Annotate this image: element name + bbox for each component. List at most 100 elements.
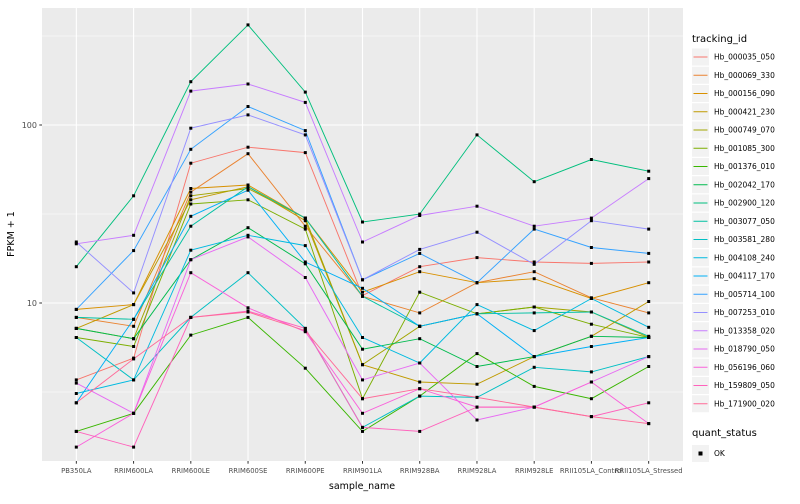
- x-tick-label: PB350LA: [61, 467, 92, 475]
- data-point: [303, 326, 307, 330]
- data-point: [189, 190, 193, 194]
- data-point: [589, 297, 593, 300]
- y-axis-title: FPKM + 1: [6, 211, 17, 257]
- data-point: [475, 352, 479, 356]
- data-point: [418, 290, 422, 294]
- x-tick-label: RRII105LA_Control: [560, 467, 623, 475]
- data-point: [647, 422, 651, 426]
- data-point: [246, 145, 250, 149]
- data-point: [532, 384, 536, 388]
- legend-label-Hb_002042_170: Hb_002042_170: [714, 180, 775, 189]
- data-point: [532, 224, 536, 228]
- data-point: [647, 227, 651, 231]
- data-point: [189, 248, 193, 252]
- data-point: [303, 329, 307, 333]
- data-point: [132, 303, 136, 307]
- legend-label-Hb_000421_230: Hb_000421_230: [714, 107, 775, 116]
- data-point: [361, 290, 364, 294]
- legend-label-Hb_004117_170: Hb_004117_170: [714, 272, 775, 281]
- data-point: [361, 294, 364, 298]
- x-tick-label: RRIM928BA: [400, 467, 440, 475]
- data-point: [361, 286, 364, 290]
- data-point: [647, 311, 651, 315]
- data-point: [132, 378, 136, 382]
- data-point: [589, 380, 593, 384]
- data-point: [589, 310, 593, 314]
- data-point: [246, 82, 250, 86]
- legend-label-Hb_018790_050: Hb_018790_050: [714, 345, 775, 354]
- data-point: [246, 233, 250, 237]
- data-point: [418, 311, 422, 315]
- data-point: [361, 397, 364, 401]
- legend-label-Hb_003581_280: Hb_003581_280: [714, 235, 775, 244]
- data-point: [589, 158, 593, 161]
- data-point: [189, 214, 193, 218]
- data-point: [303, 227, 307, 231]
- data-point: [361, 278, 364, 282]
- data-point: [532, 262, 536, 266]
- data-point: [74, 445, 78, 449]
- legend-label-Hb_056196_060: Hb_056196_060: [714, 363, 775, 372]
- data-point: [647, 251, 651, 255]
- data-point: [418, 387, 422, 391]
- x-tick-label: RRIM928LE: [515, 467, 553, 475]
- data-point: [189, 202, 193, 206]
- data-point: [303, 262, 307, 266]
- data-point: [361, 363, 364, 367]
- data-point: [647, 325, 651, 329]
- data-point: [189, 258, 193, 262]
- legend-title-quant-status: quant_status: [692, 428, 757, 439]
- data-point: [132, 194, 136, 198]
- data-point: [647, 281, 651, 285]
- data-point: [589, 370, 593, 374]
- data-point: [475, 230, 479, 234]
- data-point: [589, 345, 593, 348]
- data-point: [418, 429, 422, 433]
- data-point: [303, 129, 307, 133]
- data-point: [303, 90, 307, 94]
- data-point: [246, 188, 250, 192]
- data-point: [532, 270, 536, 274]
- data-point: [475, 281, 479, 285]
- data-point: [475, 312, 479, 316]
- data-point: [246, 306, 250, 310]
- legend-label-Hb_007253_010: Hb_007253_010: [714, 308, 775, 317]
- data-point: [246, 315, 250, 319]
- data-point: [475, 303, 479, 307]
- x-tick-label: RRII105LA_Stressed: [615, 467, 683, 475]
- data-point: [418, 247, 422, 251]
- data-point: [246, 235, 250, 239]
- data-point: [189, 161, 193, 165]
- data-point: [189, 194, 193, 198]
- data-point: [647, 336, 651, 339]
- data-point: [532, 355, 536, 359]
- data-point: [303, 260, 307, 264]
- data-point: [74, 242, 78, 246]
- data-point: [589, 219, 593, 223]
- data-point: [189, 126, 193, 130]
- data-point: [418, 214, 422, 217]
- data-point: [303, 244, 307, 248]
- data-point: [475, 382, 479, 386]
- data-point: [532, 365, 536, 369]
- data-point: [303, 219, 307, 223]
- legend-label-Hb_000156_090: Hb_000156_090: [714, 89, 775, 98]
- data-point: [132, 345, 136, 348]
- data-point: [132, 324, 136, 328]
- data-point: [189, 80, 193, 84]
- data-point: [303, 366, 307, 370]
- legend-label-Hb_171900_020: Hb_171900_020: [714, 399, 775, 408]
- data-point: [532, 311, 536, 315]
- legend-label-Hb_005714_100: Hb_005714_100: [714, 290, 775, 299]
- data-point: [74, 315, 78, 319]
- data-point: [189, 271, 193, 275]
- legend-title-tracking-id: tracking_id: [692, 34, 747, 45]
- data-point: [189, 89, 193, 93]
- x-tick-label: RRIM901LA: [343, 467, 382, 475]
- data-point: [132, 249, 136, 253]
- y-tick-label: 100: [22, 121, 37, 130]
- data-point: [475, 204, 479, 208]
- legend-label-Hb_000749_070: Hb_000749_070: [714, 126, 775, 135]
